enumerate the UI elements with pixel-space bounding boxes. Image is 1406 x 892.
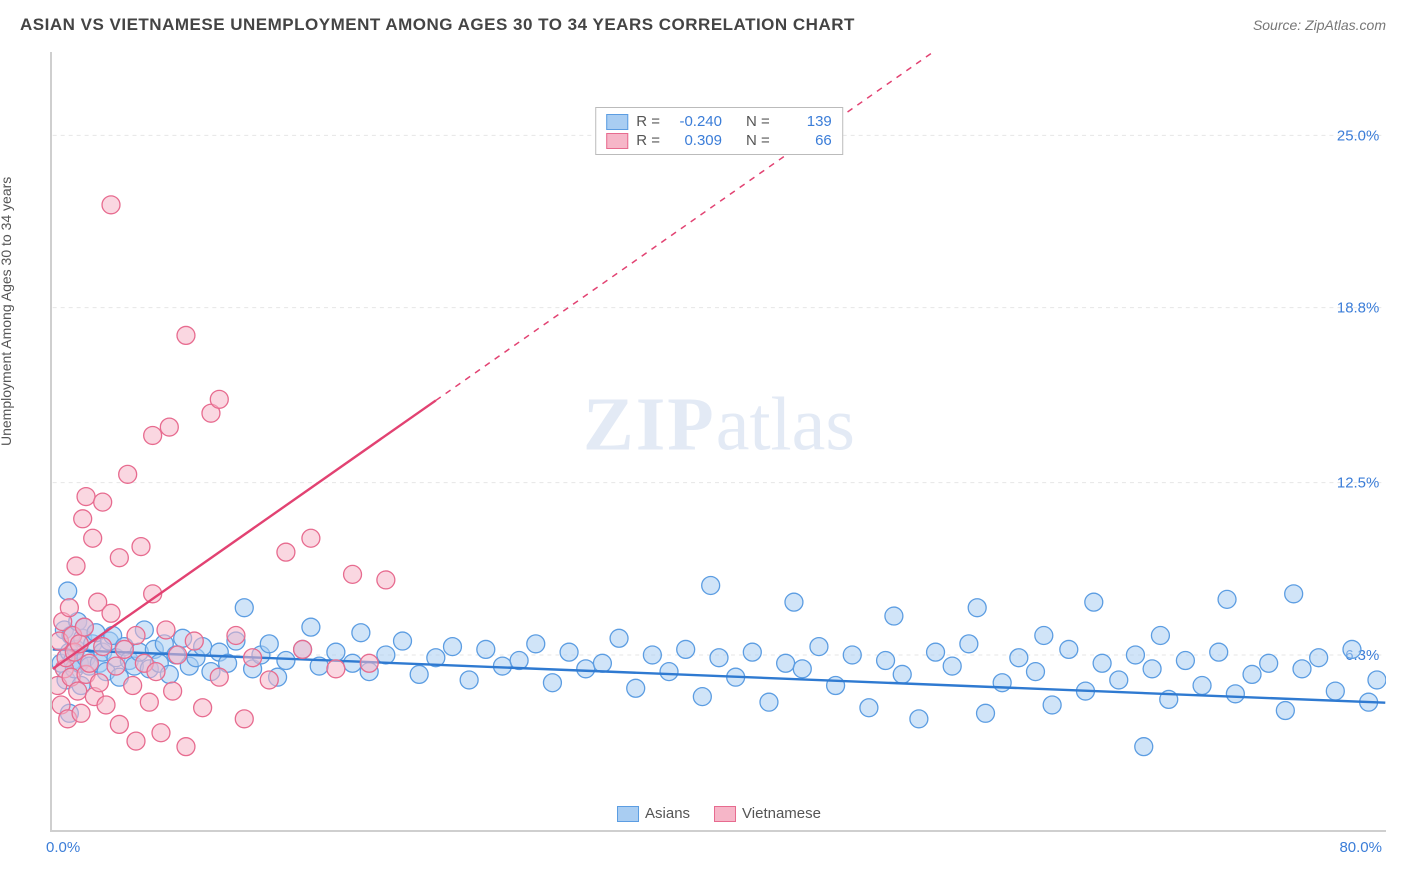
stat-r-asians: -0.240 [668, 113, 722, 130]
legend-label-asians: Asians [645, 805, 690, 822]
legend-swatch-asians [617, 806, 639, 822]
svg-text:18.8%: 18.8% [1337, 300, 1379, 317]
legend-label-vietnamese: Vietnamese [742, 805, 821, 822]
svg-text:12.5%: 12.5% [1337, 475, 1379, 492]
stat-n-label: N = [746, 113, 770, 130]
legend-swatch-vietnamese [714, 806, 736, 822]
legend-item-vietnamese: Vietnamese [714, 805, 821, 822]
stat-n-label: N = [746, 132, 770, 149]
stat-r-label: R = [636, 113, 660, 130]
swatch-vietnamese [606, 133, 628, 149]
stat-r-vietnamese: 0.309 [668, 132, 722, 149]
legend: Asians Vietnamese [617, 805, 821, 822]
y-axis-label: Unemployment Among Ages 30 to 34 years [0, 177, 14, 446]
chart-svg: 6.3%12.5%18.8%25.0% [52, 52, 1386, 830]
stats-box: R = -0.240 N = 139 R = 0.309 N = 66 [595, 107, 843, 155]
legend-item-asians: Asians [617, 805, 690, 822]
stats-row-vietnamese: R = 0.309 N = 66 [606, 131, 832, 150]
swatch-asians [606, 114, 628, 130]
stat-n-asians: 139 [778, 113, 832, 130]
stat-n-vietnamese: 66 [778, 132, 832, 149]
chart-plot-area: ZIPatlas R = -0.240 N = 139 R = 0.309 N … [50, 52, 1386, 832]
stats-row-asians: R = -0.240 N = 139 [606, 112, 832, 131]
svg-text:25.0%: 25.0% [1337, 127, 1379, 144]
x-axis-max: 80.0% [1339, 839, 1382, 856]
chart-title: ASIAN VS VIETNAMESE UNEMPLOYMENT AMONG A… [20, 15, 855, 35]
source-label: Source: ZipAtlas.com [1253, 17, 1386, 33]
x-axis-min: 0.0% [46, 839, 80, 856]
stat-r-label: R = [636, 132, 660, 149]
